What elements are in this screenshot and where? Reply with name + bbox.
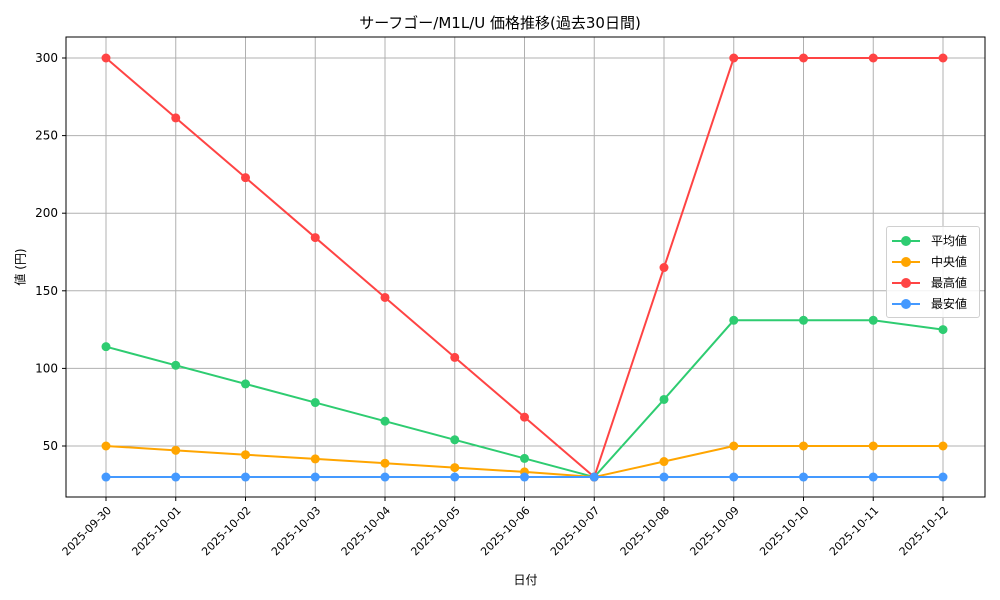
svg-text:300: 300: [35, 51, 58, 65]
legend-marker-icon: [901, 257, 911, 267]
plot-frame: [65, 36, 986, 498]
legend-label: 平均値: [931, 234, 968, 248]
chart-title: サーフゴー/M1L/U 価格推移(過去30日間): [359, 14, 641, 32]
legend-label: 最高値: [931, 276, 968, 290]
svg-text:2025-10-03: 2025-10-03: [269, 504, 323, 558]
legend-item-min: 最安値: [887, 293, 979, 313]
legend-marker-icon: [901, 299, 911, 309]
svg-text:2025-10-05: 2025-10-05: [408, 504, 462, 558]
svg-text:2025-10-06: 2025-10-06: [478, 504, 532, 558]
svg-text:2025-10-12: 2025-10-12: [897, 504, 951, 558]
legend-item-median: 中央値: [887, 251, 979, 271]
svg-text:2025-10-08: 2025-10-08: [618, 504, 672, 558]
svg-text:2025-10-09: 2025-10-09: [687, 504, 741, 558]
svg-text:150: 150: [35, 284, 58, 298]
svg-text:2025-10-11: 2025-10-11: [827, 504, 881, 558]
legend-label: 最安値: [931, 297, 968, 311]
svg-text:50: 50: [43, 439, 58, 453]
x-axis-ticks: 2025-09-30 2025-10-01 2025-10-02 2025-10-03…: [60, 497, 951, 558]
svg-text:200: 200: [35, 206, 58, 220]
svg-text:250: 250: [35, 129, 58, 143]
svg-text:2025-10-07: 2025-10-07: [548, 504, 602, 558]
svg-text:2025-10-01: 2025-10-01: [129, 504, 183, 558]
y-axis-ticks: 50 100 150 200 250 300: [35, 51, 66, 453]
legend-label: 中央値: [931, 255, 968, 269]
svg-text:100: 100: [35, 361, 58, 375]
svg-text:2025-10-04: 2025-10-04: [339, 504, 393, 558]
legend-marker-icon: [901, 236, 911, 246]
legend-item-average: 平均値: [887, 230, 979, 250]
svg-text:2025-09-30: 2025-09-30: [60, 504, 114, 558]
svg-text:2025-10-10: 2025-10-10: [757, 504, 811, 558]
series-lines: [101, 53, 948, 482]
legend-item-max: 最高値: [887, 272, 979, 292]
grid-lines: [66, 37, 985, 497]
legend: 平均値 中央値 最高値 最安値: [886, 226, 980, 318]
svg-text:2025-10-02: 2025-10-02: [199, 504, 253, 558]
y-axis-label: 値 (円): [13, 248, 28, 286]
x-axis-label: 日付: [513, 573, 538, 587]
legend-marker-icon: [901, 278, 911, 288]
